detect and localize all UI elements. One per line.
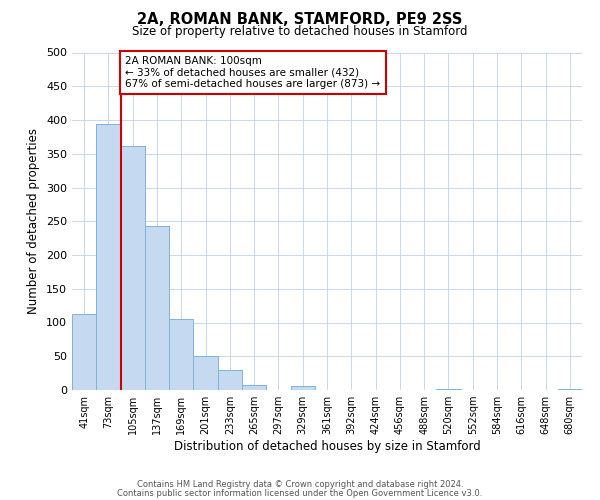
Text: 2A ROMAN BANK: 100sqm
← 33% of detached houses are smaller (432)
67% of semi-det: 2A ROMAN BANK: 100sqm ← 33% of detached … xyxy=(125,56,380,89)
Bar xyxy=(193,356,218,390)
X-axis label: Distribution of detached houses by size in Stamford: Distribution of detached houses by size … xyxy=(173,440,481,453)
Bar xyxy=(121,146,145,390)
Bar xyxy=(218,370,242,390)
Bar xyxy=(169,319,193,390)
Text: 2A, ROMAN BANK, STAMFORD, PE9 2SS: 2A, ROMAN BANK, STAMFORD, PE9 2SS xyxy=(137,12,463,28)
Text: Contains public sector information licensed under the Open Government Licence v3: Contains public sector information licen… xyxy=(118,488,482,498)
Bar xyxy=(96,124,121,390)
Bar xyxy=(436,388,461,390)
Bar xyxy=(290,386,315,390)
Text: Size of property relative to detached houses in Stamford: Size of property relative to detached ho… xyxy=(132,25,468,38)
Bar xyxy=(558,388,582,390)
Y-axis label: Number of detached properties: Number of detached properties xyxy=(28,128,40,314)
Text: Contains HM Land Registry data © Crown copyright and database right 2024.: Contains HM Land Registry data © Crown c… xyxy=(137,480,463,489)
Bar xyxy=(72,314,96,390)
Bar xyxy=(242,384,266,390)
Bar xyxy=(145,226,169,390)
